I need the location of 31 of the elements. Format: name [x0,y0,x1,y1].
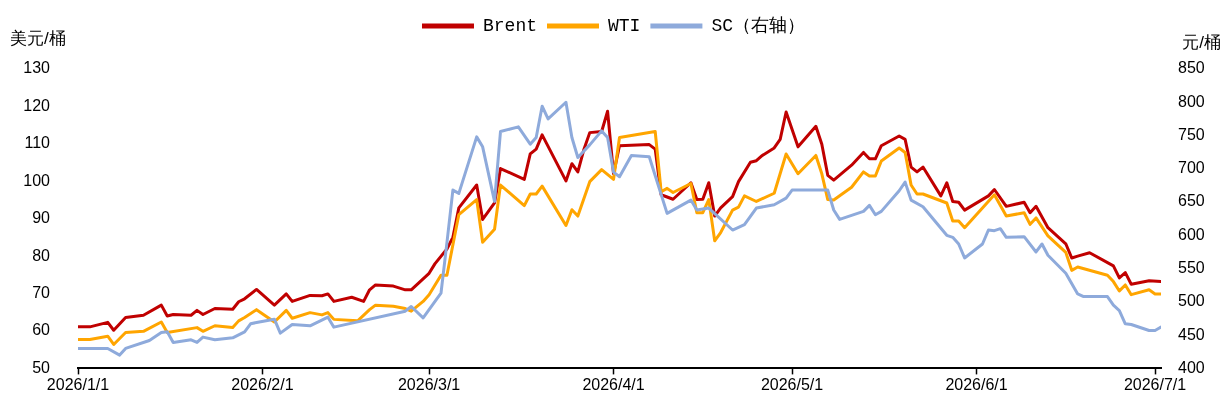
y-axis-title: 美元/桶 [10,28,66,48]
y-tick-label: 120 [23,96,51,114]
x-tick-label: 2026/1/1 [46,376,110,394]
x-tick-label: 2026/2/1 [231,376,294,394]
y-tick-label: 110 [24,134,51,152]
legend-label: WTI [608,15,641,36]
legend-label: SC（右轴） [711,15,806,36]
y-tick-label: 70 [32,283,51,301]
x-tick-label: 2026/5/1 [760,376,824,394]
y2-tick-label: 650 [1178,192,1205,210]
y2-tick-label: 450 [1178,325,1205,343]
y-tick-label: 60 [32,321,51,339]
y2-tick-label: 800 [1178,92,1205,110]
x-tick-label: 2026/7/1 [1123,376,1187,394]
y-tick-label: 90 [32,209,51,227]
y2-axis-title: 元/桶 [1182,32,1221,52]
x-tick-label: 2026/4/1 [582,376,645,394]
y2-tick-label: 750 [1178,125,1205,143]
y-tick-label: 130 [23,59,51,77]
y2-tick-label: 550 [1178,259,1205,277]
x-tick-label: 2026/3/1 [397,376,461,394]
y2-tick-label: 700 [1178,159,1205,177]
y2-tick-label: 400 [1178,358,1205,376]
y2-tick-label: 500 [1178,292,1205,310]
x-tick-label: 2026/6/1 [945,376,1008,394]
legend-label: Brent [482,15,538,36]
y2-tick-label: 850 [1178,59,1205,77]
y2-tick-label: 600 [1178,225,1205,243]
y-tick-label: 80 [32,246,51,264]
y-tick-label: 50 [32,358,51,376]
y-tick-label: 100 [23,171,51,189]
